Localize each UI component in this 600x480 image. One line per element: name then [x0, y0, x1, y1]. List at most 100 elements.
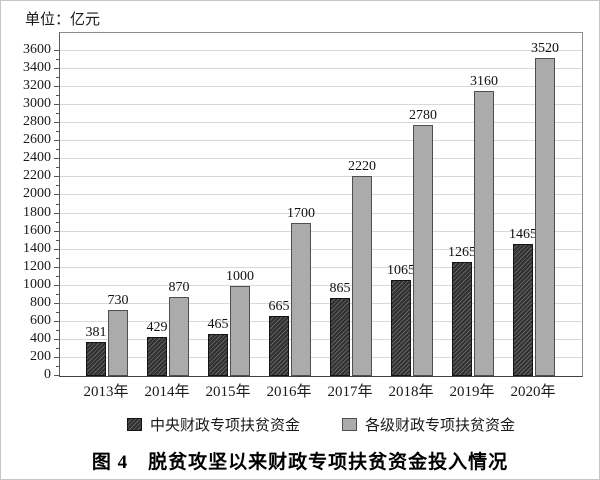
minor-ytick-300 [56, 347, 59, 349]
bar-central-2020年 [513, 244, 533, 376]
figure-caption: 图 4 脱贫攻坚以来财政专项扶贫资金投入情况 [91, 452, 509, 473]
major-ytick-1800 [54, 212, 59, 214]
minor-ytick-2500 [56, 149, 59, 151]
xtick-label-2015年: 2015年 [205, 384, 251, 400]
bar-value-label-all-levels-2015年: 1000 [226, 269, 254, 284]
bar-all-levels-2018年 [413, 125, 433, 376]
chart-legend: 中央财政专项扶贫资金 各级财政专项扶贫资金 [59, 414, 583, 435]
minor-ytick-1100 [56, 275, 59, 277]
legend-item-central-funds: 中央财政专项扶贫资金 [126, 414, 300, 435]
gridline-3400 [60, 68, 582, 70]
dark-hatched-swatch-icon [126, 418, 142, 431]
gridline-3000 [60, 104, 582, 106]
major-ytick-2600 [54, 140, 59, 142]
major-ytick-1200 [54, 266, 59, 268]
bar-all-levels-2020年 [535, 58, 555, 376]
bar-value-label-all-levels-2013年: 730 [107, 293, 129, 308]
gridline-1000 [60, 284, 582, 286]
legend-label-all-levels-funds: 各级财政专项扶贫资金 [365, 418, 516, 434]
major-ytick-0 [54, 375, 59, 376]
ytick-label-1000: 1000 [23, 276, 51, 292]
bar-central-2013年 [86, 342, 106, 376]
minor-ytick-2900 [56, 113, 59, 115]
bar-value-label-central-2016年: 665 [268, 299, 290, 314]
bar-value-label-central-2020年: 1465 [509, 227, 537, 242]
bar-value-label-all-levels-2018年: 2780 [409, 108, 437, 123]
bar-central-2019年 [452, 262, 472, 376]
gridline-800 [60, 302, 582, 304]
gridline-3600 [60, 50, 582, 52]
gridline-2800 [60, 122, 582, 124]
major-ytick-3200 [54, 86, 59, 88]
xtick-label-2017年: 2017年 [327, 384, 373, 400]
xtick-label-2020年: 2020年 [510, 384, 556, 400]
bar-central-2016年 [269, 316, 289, 376]
ytick-label-2800: 2800 [23, 114, 51, 130]
bar-value-label-central-2018年: 1065 [387, 263, 415, 278]
bar-value-label-central-2013年: 381 [85, 325, 107, 340]
minor-ytick-100 [56, 365, 59, 367]
ytick-label-2200: 2200 [23, 168, 51, 184]
minor-ytick-1700 [56, 221, 59, 223]
xtick-label-2018年: 2018年 [388, 384, 434, 400]
ytick-label-0: 0 [44, 367, 51, 382]
bar-value-label-central-2015年: 465 [207, 317, 229, 332]
bar-value-label-all-levels-2017年: 2220 [348, 159, 376, 174]
gridline-2200 [60, 176, 582, 178]
ytick-label-400: 400 [30, 330, 51, 346]
ytick-label-2600: 2600 [23, 132, 51, 148]
minor-ytick-500 [56, 329, 59, 331]
xtick-label-2019年: 2019年 [449, 384, 495, 400]
gridline-600 [60, 320, 582, 322]
minor-ytick-1500 [56, 239, 59, 241]
minor-ytick-2300 [56, 167, 59, 169]
major-ytick-1400 [54, 248, 59, 250]
gridline-2400 [60, 158, 582, 160]
major-ytick-2000 [54, 194, 59, 196]
bar-value-label-central-2017年: 865 [329, 281, 351, 296]
major-ytick-600 [54, 320, 59, 322]
ytick-label-600: 600 [30, 312, 51, 328]
minor-ytick-2700 [56, 131, 59, 133]
gridline-1200 [60, 266, 582, 268]
ytick-label-3000: 3000 [23, 96, 51, 112]
minor-ytick-3500 [56, 59, 59, 61]
gray-swatch-icon [342, 418, 357, 431]
bar-value-label-central-2014年: 429 [146, 320, 168, 335]
bar-all-levels-2013年 [108, 310, 128, 376]
ytick-label-800: 800 [30, 294, 51, 310]
gridline-1400 [60, 248, 582, 250]
ytick-label-1400: 1400 [23, 240, 51, 256]
xtick-label-2016年: 2016年 [266, 384, 312, 400]
gridline-2600 [60, 140, 582, 142]
bar-value-label-central-2019年: 1265 [448, 245, 476, 260]
gridline-3200 [60, 86, 582, 88]
minor-ytick-1300 [56, 257, 59, 259]
major-ytick-3600 [54, 50, 59, 52]
bar-value-label-all-levels-2019年: 3160 [470, 74, 498, 89]
ytick-label-1200: 1200 [23, 258, 51, 274]
bar-central-2015年 [208, 334, 228, 376]
ytick-label-3400: 3400 [23, 60, 51, 76]
major-ytick-1000 [54, 284, 59, 286]
ytick-label-200: 200 [30, 348, 51, 364]
gridline-1800 [60, 212, 582, 214]
major-ytick-1600 [54, 230, 59, 232]
major-ytick-2400 [54, 158, 59, 160]
minor-ytick-3100 [56, 95, 59, 97]
bar-all-levels-2019年 [474, 91, 494, 376]
ytick-label-3600: 3600 [23, 42, 51, 58]
minor-ytick-1900 [56, 203, 59, 205]
bar-all-levels-2016年 [291, 223, 311, 376]
bar-central-2014年 [147, 337, 167, 376]
gridline-400 [60, 338, 582, 340]
ytick-label-1600: 1600 [23, 222, 51, 238]
major-ytick-2800 [54, 122, 59, 124]
bar-value-label-all-levels-2014年: 870 [168, 280, 190, 295]
major-ytick-3400 [54, 68, 59, 70]
bar-value-label-all-levels-2020年: 3520 [531, 41, 559, 56]
xtick-label-2014年: 2014年 [144, 384, 190, 400]
bar-central-2017年 [330, 298, 350, 376]
major-ytick-800 [54, 302, 59, 304]
